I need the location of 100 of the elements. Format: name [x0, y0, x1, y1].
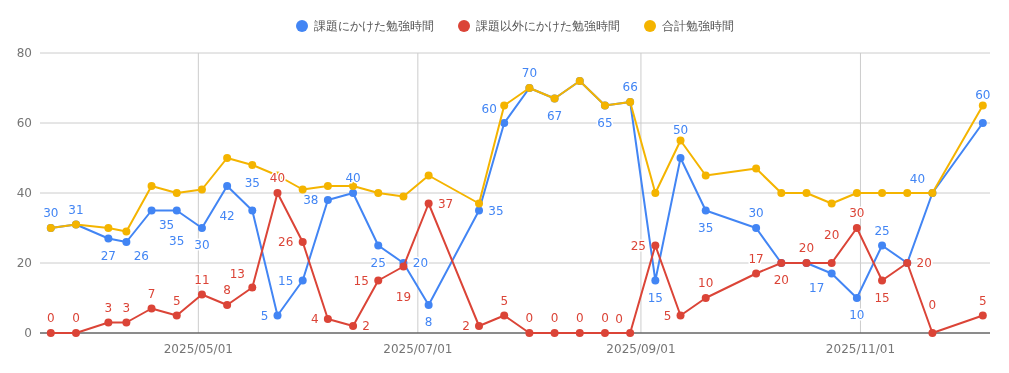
point — [676, 154, 685, 162]
data-label: 3 — [104, 300, 113, 315]
y-tick-label: 60 — [16, 116, 32, 130]
data-label: 13 — [229, 266, 245, 281]
point — [374, 189, 383, 197]
data-label: 5 — [500, 293, 509, 308]
point — [248, 161, 257, 169]
point — [147, 206, 156, 215]
data-label: 35 — [169, 233, 185, 248]
point — [248, 206, 257, 215]
data-label: 0 — [615, 312, 623, 326]
point — [172, 189, 181, 197]
point — [500, 311, 509, 320]
data-label: 30 — [43, 206, 59, 220]
point — [122, 318, 131, 327]
point — [298, 276, 307, 285]
data-label: 40 — [909, 172, 926, 186]
point — [424, 171, 433, 180]
point — [802, 189, 811, 197]
point — [104, 234, 113, 243]
point — [752, 269, 761, 278]
data-label: 40 — [345, 171, 361, 185]
point — [701, 206, 710, 215]
point — [878, 189, 887, 197]
point — [147, 304, 156, 313]
point — [475, 199, 484, 208]
point — [197, 290, 206, 299]
legend-label: 課題以外にかけた勉強時間 — [476, 19, 620, 33]
data-label: 31 — [68, 202, 84, 217]
point — [525, 329, 534, 337]
point — [172, 206, 181, 215]
x-tick-label: 2025/09/01 — [606, 342, 676, 356]
point — [550, 329, 559, 337]
point — [104, 224, 113, 232]
point — [399, 192, 408, 201]
data-label: 37 — [438, 196, 454, 211]
data-label: 26 — [133, 249, 149, 263]
point — [172, 311, 181, 320]
data-label: 0 — [928, 298, 937, 312]
data-label: 0 — [550, 311, 559, 325]
data-label: 26 — [278, 235, 294, 249]
point — [104, 318, 113, 327]
data-label: 3 — [122, 300, 131, 315]
data-label: 2 — [362, 319, 370, 333]
x-tick-label: 2025/11/01 — [825, 342, 896, 356]
data-label: 19 — [395, 289, 412, 304]
data-label: 10 — [698, 276, 714, 290]
point — [399, 262, 408, 271]
data-label: 35 — [158, 217, 175, 232]
data-label: 20 — [412, 256, 429, 270]
point — [777, 189, 786, 197]
point — [701, 171, 710, 180]
point — [878, 276, 887, 285]
data-label: 15 — [874, 290, 890, 305]
data-label: 2 — [462, 319, 470, 333]
data-label: 5 — [260, 308, 269, 323]
y-tick-label: 40 — [16, 186, 32, 200]
data-label: 0 — [601, 311, 609, 325]
data-label: 30 — [849, 206, 865, 220]
point — [323, 182, 332, 190]
y-tick-label: 80 — [16, 46, 32, 60]
data-label: 30 — [748, 206, 764, 220]
data-label: 30 — [194, 238, 210, 252]
point — [349, 322, 358, 330]
point — [752, 164, 761, 173]
point — [903, 189, 912, 197]
y-tick-label: 20 — [16, 256, 32, 270]
point — [223, 182, 232, 190]
point — [374, 276, 383, 285]
point — [701, 294, 710, 302]
point — [651, 241, 660, 250]
data-label: 5 — [978, 293, 987, 308]
data-label: 20 — [916, 256, 932, 270]
data-label: 35 — [488, 203, 504, 218]
point — [197, 185, 206, 194]
data-label: 4 — [311, 312, 319, 326]
data-label: 15 — [647, 290, 663, 305]
data-label: 17 — [809, 280, 825, 295]
legend-label: 課題にかけた勉強時間 — [314, 19, 434, 33]
data-label: 60 — [975, 88, 991, 102]
data-label: 20 — [798, 241, 815, 255]
point — [676, 136, 685, 145]
point — [852, 224, 861, 232]
y-tick-label: 0 — [24, 326, 32, 340]
point — [827, 259, 836, 267]
data-label: 20 — [773, 273, 789, 287]
point — [475, 206, 484, 215]
data-label: 35 — [244, 175, 260, 190]
x-tick-label: 2025/07/01 — [383, 342, 453, 356]
data-label: 0 — [72, 311, 80, 325]
point — [600, 329, 609, 337]
point — [827, 269, 836, 278]
point — [500, 119, 509, 127]
point — [349, 189, 358, 197]
point — [978, 101, 987, 110]
x-tick-label: 2025/05/01 — [163, 342, 233, 356]
data-label: 5 — [663, 308, 672, 323]
data-label: 7 — [147, 286, 156, 301]
point — [323, 315, 332, 323]
point — [197, 224, 206, 232]
